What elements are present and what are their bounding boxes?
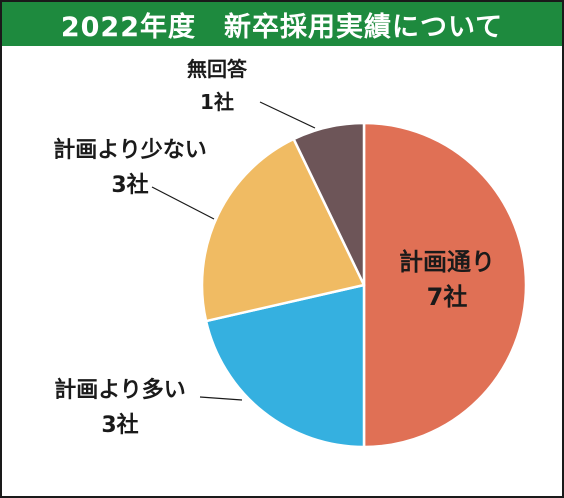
pie-slice-3 (200, 137, 366, 323)
leader-line-4 (259, 101, 316, 129)
slice-label-4: 無回答 (187, 57, 248, 81)
slice-value-2: 3社 (101, 412, 138, 438)
leader-line-3 (151, 186, 215, 220)
slice-label-3: 計画より少ない (53, 137, 207, 163)
chart-title: 2022年度 新卒採用実績について (2, 2, 562, 46)
slice-value-3: 3社 (111, 172, 148, 198)
slice-value-1: 7社 (427, 283, 468, 311)
slice-label-2: 計画より多い (54, 377, 186, 403)
slice-value-4: 1社 (200, 90, 234, 114)
leader-line-2 (199, 396, 243, 401)
pie-slice-4 (292, 121, 366, 287)
pie-slice-2 (204, 283, 366, 449)
slice-label-1: 計画通り (399, 248, 495, 276)
pie-slice-1 (362, 121, 528, 449)
